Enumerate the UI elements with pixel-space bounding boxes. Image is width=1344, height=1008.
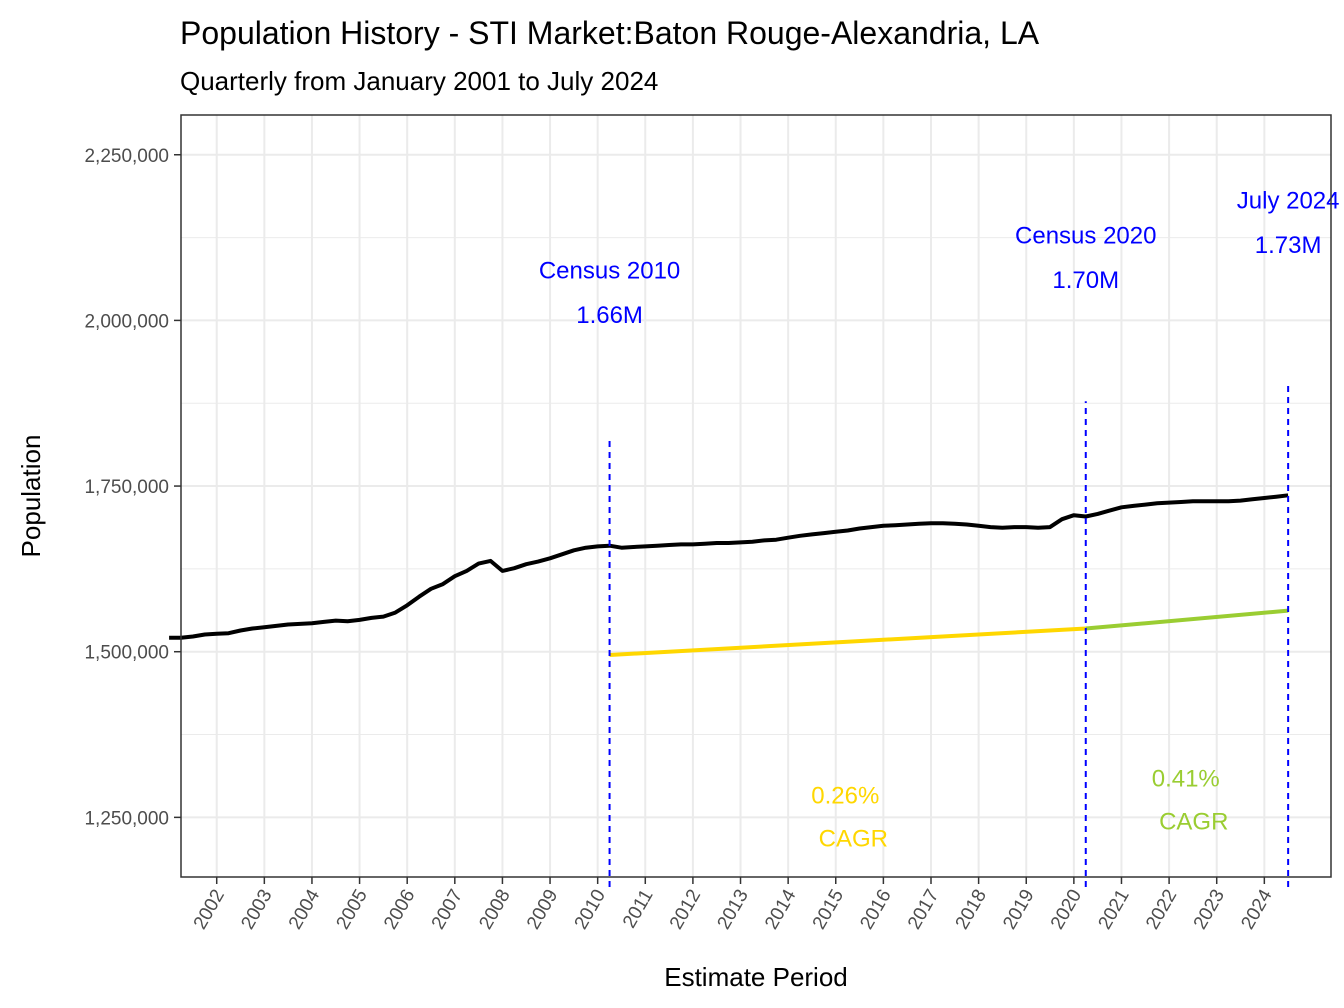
x-tick-label: 2013 (714, 886, 753, 933)
y-tick-label: 1,250,000 (84, 808, 169, 829)
chart-subtitle: Quarterly from January 2001 to July 2024 (180, 66, 658, 96)
x-tick-label: 2020 (1047, 886, 1086, 933)
x-tick-label: 2024 (1237, 886, 1277, 933)
marker-value: 1.73M (1255, 232, 1322, 259)
x-tick-label: 2015 (809, 886, 848, 933)
x-tick-label: 2021 (1094, 886, 1133, 933)
x-tick-label: 2004 (285, 886, 325, 933)
x-tick-label: 2007 (428, 886, 467, 933)
x-tick-label: 2006 (380, 886, 419, 933)
x-tick-label: 2016 (856, 886, 895, 933)
cagr-label: CAGR (819, 826, 888, 853)
cagr-label: CAGR (1159, 808, 1228, 835)
x-tick-label: 2002 (190, 886, 229, 933)
x-tick-label: 2018 (952, 886, 991, 933)
x-tick-label: 2005 (333, 886, 372, 933)
x-tick-label: 2003 (237, 886, 276, 933)
population-line (169, 493, 1289, 640)
grid (181, 115, 1331, 877)
cagr-line-0 (609, 626, 1086, 658)
x-tick-label: 2009 (523, 886, 562, 933)
y-tick-label: 1,750,000 (84, 477, 169, 498)
y-axis-title: Population (16, 435, 46, 558)
x-tick-label: 2017 (904, 886, 943, 933)
marker-label: Census 2010 (539, 258, 680, 285)
marker-value: 1.70M (1052, 267, 1119, 294)
x-tick-label: 2010 (571, 886, 610, 933)
y-tick-label: 2,250,000 (84, 146, 169, 167)
x-tick-label: 2022 (1142, 886, 1181, 933)
chart-title: Population History - STI Market:Baton Ro… (180, 15, 1040, 51)
marker-value: 1.66M (576, 302, 643, 329)
plot-area: Census 2010 1.66M Census 2020 1.70M July 202… (169, 187, 1340, 887)
panel-border (180, 114, 1332, 878)
x-tick-label: 2012 (666, 886, 705, 933)
x-tick-label: 2008 (475, 886, 514, 933)
marker-label: Census 2020 (1015, 223, 1156, 250)
x-axis-title: Estimate Period (664, 962, 848, 992)
cagr-line-1 (1085, 608, 1289, 631)
x-axis: 2002 2003 2004 2005 2006 2007 2008 2009 2010 2011… (190, 877, 1277, 933)
x-tick-label: 2019 (999, 886, 1038, 933)
x-tick-label: 2014 (761, 886, 801, 933)
x-tick-label: 2023 (1190, 886, 1229, 933)
cagr-percent: 0.26% (811, 782, 879, 809)
y-tick-label: 1,500,000 (84, 643, 169, 664)
y-axis: 1,250,000 1,500,000 1,750,000 2,000,000 2,25… (84, 146, 181, 829)
marker-label: July 2024 (1237, 187, 1340, 214)
y-tick-label: 2,000,000 (84, 311, 169, 332)
x-tick-label: 2011 (619, 886, 658, 932)
cagr-percent: 0.41% (1152, 765, 1220, 792)
